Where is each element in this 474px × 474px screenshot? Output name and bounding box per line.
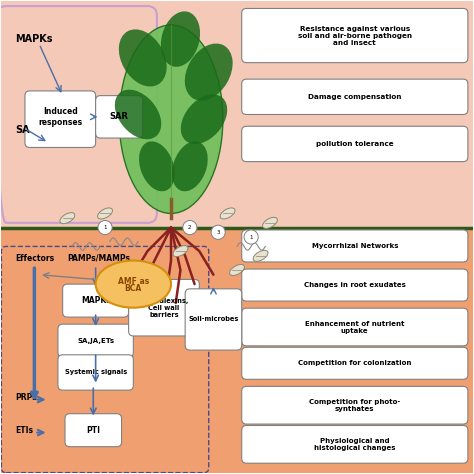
Bar — [1, 228, 473, 473]
FancyBboxPatch shape — [242, 79, 468, 115]
Ellipse shape — [161, 11, 200, 67]
Ellipse shape — [253, 250, 268, 261]
FancyBboxPatch shape — [96, 96, 143, 138]
Text: ETIs: ETIs — [16, 426, 34, 435]
Text: 2: 2 — [188, 225, 191, 230]
FancyBboxPatch shape — [242, 426, 468, 463]
Text: Mycorrhizal Networks: Mycorrhizal Networks — [311, 243, 398, 249]
Text: 1: 1 — [249, 235, 253, 239]
Text: PAMPs/MAMPs: PAMPs/MAMPs — [67, 254, 130, 263]
Circle shape — [183, 220, 197, 235]
FancyBboxPatch shape — [58, 355, 133, 390]
Text: SA: SA — [16, 125, 30, 136]
Ellipse shape — [96, 261, 171, 308]
Text: Physiological and
histological changes: Physiological and histological changes — [314, 438, 396, 451]
Ellipse shape — [220, 208, 235, 219]
Text: PRPs: PRPs — [16, 392, 37, 401]
FancyBboxPatch shape — [25, 91, 96, 147]
FancyBboxPatch shape — [58, 324, 133, 357]
Text: Competition for photo-
synthates: Competition for photo- synthates — [309, 399, 401, 412]
Text: MAPKs: MAPKs — [81, 296, 110, 305]
Text: AMF as: AMF as — [118, 277, 149, 286]
Ellipse shape — [185, 44, 233, 100]
Bar — [1, 1, 473, 228]
Text: Enhancement of nutrient
uptake: Enhancement of nutrient uptake — [305, 320, 404, 334]
Circle shape — [98, 220, 112, 235]
Text: 1: 1 — [103, 225, 107, 230]
Circle shape — [244, 230, 258, 244]
Text: SA,JA,ETs: SA,JA,ETs — [77, 337, 114, 344]
Ellipse shape — [229, 264, 245, 275]
Ellipse shape — [115, 90, 161, 139]
Text: Systemic signals: Systemic signals — [64, 369, 127, 375]
Ellipse shape — [119, 29, 167, 86]
Ellipse shape — [60, 213, 75, 224]
Ellipse shape — [181, 94, 227, 144]
Text: MAPKs: MAPKs — [16, 35, 53, 45]
FancyBboxPatch shape — [242, 269, 468, 301]
FancyBboxPatch shape — [242, 230, 468, 262]
Text: Competition for colonization: Competition for colonization — [298, 360, 411, 366]
FancyBboxPatch shape — [242, 9, 468, 63]
Circle shape — [211, 225, 225, 239]
Ellipse shape — [263, 218, 277, 228]
FancyBboxPatch shape — [65, 414, 121, 447]
Text: Resistance against various
soil and air-borne pathogen
and insect: Resistance against various soil and air-… — [298, 26, 412, 46]
Ellipse shape — [139, 141, 175, 191]
FancyBboxPatch shape — [242, 386, 468, 424]
Text: Soil-microbes: Soil-microbes — [188, 317, 238, 322]
Text: Damage compensation: Damage compensation — [308, 94, 401, 100]
Ellipse shape — [119, 25, 223, 213]
FancyBboxPatch shape — [185, 289, 242, 350]
FancyBboxPatch shape — [128, 279, 199, 336]
Text: 3: 3 — [217, 230, 220, 235]
Ellipse shape — [173, 246, 188, 256]
Text: BCA: BCA — [125, 284, 142, 293]
Ellipse shape — [172, 141, 208, 191]
Text: Phytoalexins,
Cell wall
barriers: Phytoalexins, Cell wall barriers — [139, 298, 189, 318]
Text: PTI: PTI — [86, 426, 100, 435]
FancyBboxPatch shape — [242, 308, 468, 346]
Text: SAR: SAR — [109, 112, 129, 121]
Ellipse shape — [98, 208, 112, 219]
Text: Changes in root exudates: Changes in root exudates — [304, 282, 406, 288]
Text: Induced
responses: Induced responses — [38, 107, 82, 127]
FancyBboxPatch shape — [242, 347, 468, 379]
FancyBboxPatch shape — [242, 126, 468, 162]
Text: Effectors: Effectors — [16, 254, 55, 263]
Text: pollution tolerance: pollution tolerance — [316, 141, 393, 147]
FancyBboxPatch shape — [63, 284, 128, 317]
